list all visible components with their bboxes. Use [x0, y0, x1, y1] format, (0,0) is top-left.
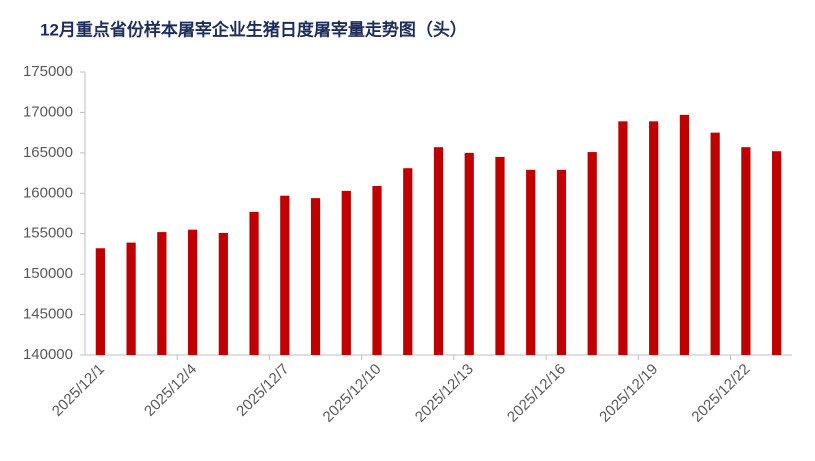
bar — [649, 121, 659, 355]
bar — [556, 169, 567, 355]
bar — [126, 242, 136, 355]
y-tick-label: 165000 — [23, 144, 73, 161]
bar — [526, 169, 536, 355]
bar — [95, 248, 105, 355]
y-tick-label: 150000 — [23, 265, 73, 282]
x-tick-label: 2025/12/19 — [596, 361, 661, 426]
bar — [587, 152, 597, 355]
bar — [741, 147, 751, 355]
bar — [403, 168, 413, 355]
y-tick-label: 160000 — [23, 184, 73, 201]
x-tick-label: 2025/12/13 — [412, 361, 477, 426]
x-tick-label: 2025/12/10 — [320, 361, 385, 426]
bar — [218, 232, 228, 355]
y-tick-label: 175000 — [23, 63, 73, 80]
bar — [280, 195, 290, 355]
x-tick-label: 2025/12/7 — [233, 361, 292, 420]
bar — [249, 211, 259, 355]
bar — [710, 132, 720, 355]
bar — [679, 114, 690, 356]
x-tick-label: 2025/12/1 — [49, 361, 108, 420]
y-tick-label: 140000 — [23, 346, 73, 363]
x-tick-label: 2025/12/16 — [504, 361, 569, 426]
bar — [157, 232, 167, 355]
bar — [772, 151, 782, 355]
chart-title: 12月重点省份样本屠宰企业生猪日度屠宰量走势图（头） — [40, 19, 467, 39]
bar — [341, 190, 351, 355]
y-tick-label: 155000 — [23, 225, 73, 242]
x-tick-label: 2025/12/22 — [688, 361, 753, 426]
bar — [464, 152, 474, 355]
y-tick-label: 170000 — [23, 103, 73, 120]
bar — [495, 156, 505, 355]
bar — [372, 186, 382, 355]
bar — [310, 198, 321, 355]
y-tick-label: 145000 — [23, 306, 73, 323]
x-tick-label: 2025/12/4 — [141, 361, 200, 420]
bar — [187, 229, 198, 355]
bar — [433, 147, 444, 355]
bar — [618, 121, 628, 355]
